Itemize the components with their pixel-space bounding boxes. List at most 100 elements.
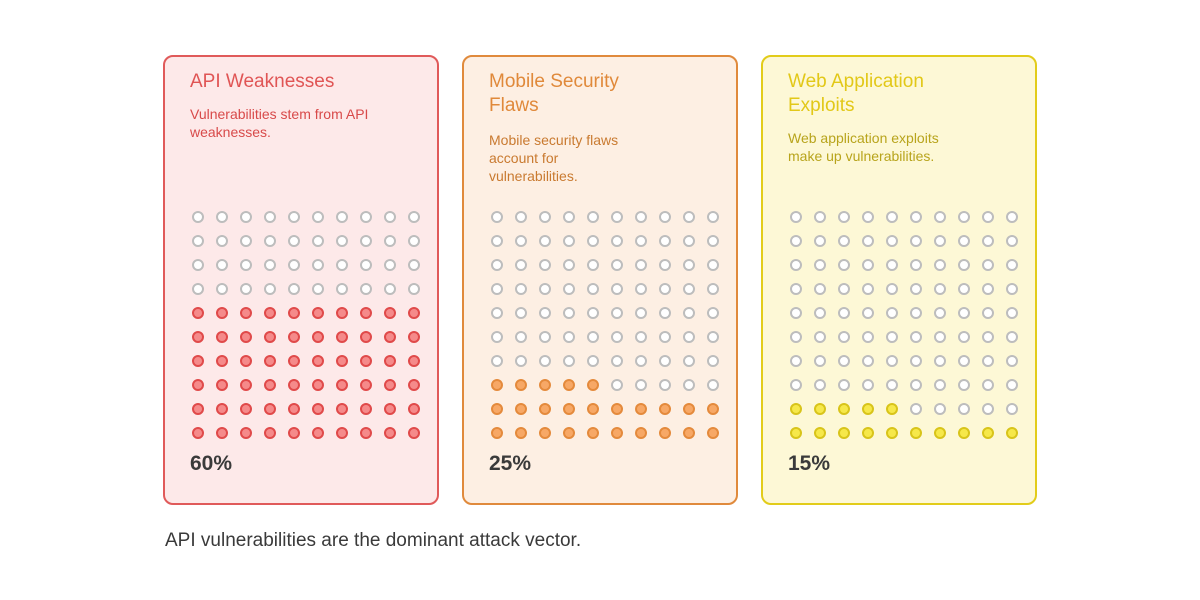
waffle-dot-filled — [288, 379, 300, 391]
waffle-dot-empty — [862, 379, 874, 391]
waffle-dot-filled — [408, 355, 420, 367]
waffle-dot-empty — [192, 283, 204, 295]
waffle-dot-empty — [408, 235, 420, 247]
card-description: Mobile security flaws account for vulner… — [489, 132, 619, 184]
waffle-dot-filled — [790, 403, 802, 415]
card-web-application-exploits: Web Application Exploits Web application… — [761, 55, 1037, 505]
waffle-dot-empty — [264, 235, 276, 247]
waffle-dot-empty — [862, 331, 874, 343]
waffle-dot-empty — [1006, 379, 1018, 391]
waffle-dot-empty — [958, 211, 970, 223]
waffle-dot-filled — [264, 403, 276, 415]
waffle-dot-empty — [635, 379, 647, 391]
waffle-dot-empty — [515, 235, 527, 247]
waffle-dot-empty — [814, 379, 826, 391]
waffle-dot-empty — [491, 355, 503, 367]
waffle-dot-filled — [312, 403, 324, 415]
waffle-dot-empty — [635, 283, 647, 295]
waffle-dot-empty — [886, 211, 898, 223]
waffle-dot-empty — [659, 235, 671, 247]
waffle-dot-empty — [862, 283, 874, 295]
waffle-dot-empty — [336, 259, 348, 271]
waffle-dot-filled — [360, 403, 372, 415]
waffle-dot-filled — [707, 427, 719, 439]
waffle-dot-empty — [683, 259, 695, 271]
waffle-dot-filled — [384, 307, 396, 319]
waffle-dot-empty — [360, 235, 372, 247]
waffle-dot-empty — [312, 259, 324, 271]
waffle-dot-empty — [862, 259, 874, 271]
waffle-dot-empty — [563, 307, 575, 319]
waffle-dot-filled — [515, 403, 527, 415]
waffle-dot-empty — [838, 283, 850, 295]
waffle-dot-empty — [264, 211, 276, 223]
waffle-dot-filled — [312, 307, 324, 319]
waffle-dot-empty — [240, 259, 252, 271]
waffle-dot-empty — [216, 235, 228, 247]
waffle-dot-empty — [910, 379, 922, 391]
waffle-dot-empty — [683, 355, 695, 367]
waffle-dot-empty — [790, 259, 802, 271]
waffle-dot-empty — [491, 307, 503, 319]
waffle-dot-empty — [635, 211, 647, 223]
waffle-dot-filled — [336, 427, 348, 439]
waffle-dot-empty — [838, 379, 850, 391]
percentage-value: 15% — [788, 452, 831, 475]
waffle-dot-empty — [659, 379, 671, 391]
waffle-dot-empty — [611, 331, 623, 343]
waffle-dot-filled — [384, 331, 396, 343]
waffle-dot-empty — [1006, 283, 1018, 295]
waffle-dot-empty — [288, 259, 300, 271]
waffle-dot-empty — [240, 235, 252, 247]
waffle-dot-empty — [587, 355, 599, 367]
waffle-dot-filled — [886, 427, 898, 439]
waffle-dot-empty — [288, 211, 300, 223]
waffle-dot-empty — [838, 331, 850, 343]
waffle-dot-filled — [683, 403, 695, 415]
waffle-dot-empty — [635, 259, 647, 271]
waffle-dot-empty — [790, 307, 802, 319]
waffle-dot-empty — [587, 235, 599, 247]
waffle-dot-empty — [683, 331, 695, 343]
waffle-dot-empty — [635, 355, 647, 367]
waffle-dot-empty — [707, 283, 719, 295]
waffle-dot-empty — [683, 307, 695, 319]
waffle-dot-empty — [982, 307, 994, 319]
card-mobile-security-flaws: Mobile Security Flaws Mobile security fl… — [462, 55, 738, 505]
waffle-dot-empty — [790, 379, 802, 391]
waffle-dot-empty — [360, 283, 372, 295]
waffle-dot-filled — [563, 427, 575, 439]
waffle-dot-filled — [240, 307, 252, 319]
waffle-dot-empty — [635, 235, 647, 247]
waffle-dot-empty — [910, 211, 922, 223]
waffle-dot-empty — [384, 259, 396, 271]
waffle-dot-empty — [814, 355, 826, 367]
waffle-dot-empty — [587, 283, 599, 295]
waffle-dot-empty — [563, 235, 575, 247]
waffle-dot-empty — [360, 259, 372, 271]
card-title: Web Application Exploits — [788, 71, 924, 116]
waffle-dot-filled — [312, 379, 324, 391]
waffle-dot-empty — [635, 331, 647, 343]
waffle-dot-empty — [539, 235, 551, 247]
waffle-dot-empty — [288, 235, 300, 247]
waffle-dot-filled — [910, 427, 922, 439]
waffle-dot-filled — [216, 307, 228, 319]
waffle-dot-empty — [910, 403, 922, 415]
waffle-dot-empty — [862, 235, 874, 247]
waffle-dot-empty — [587, 307, 599, 319]
percentage-value: 60% — [190, 452, 233, 475]
waffle-dot-filled — [862, 427, 874, 439]
waffle-dot-filled — [958, 427, 970, 439]
waffle-dot-empty — [384, 235, 396, 247]
waffle-dot-empty — [982, 235, 994, 247]
waffle-dot-empty — [192, 259, 204, 271]
waffle-dot-empty — [1006, 403, 1018, 415]
waffle-dot-empty — [886, 235, 898, 247]
waffle-dot-empty — [216, 259, 228, 271]
waffle-dot-filled — [288, 307, 300, 319]
waffle-dot-empty — [814, 235, 826, 247]
waffle-dot-empty — [491, 283, 503, 295]
waffle-dot-filled — [934, 427, 946, 439]
waffle-dot-empty — [683, 211, 695, 223]
